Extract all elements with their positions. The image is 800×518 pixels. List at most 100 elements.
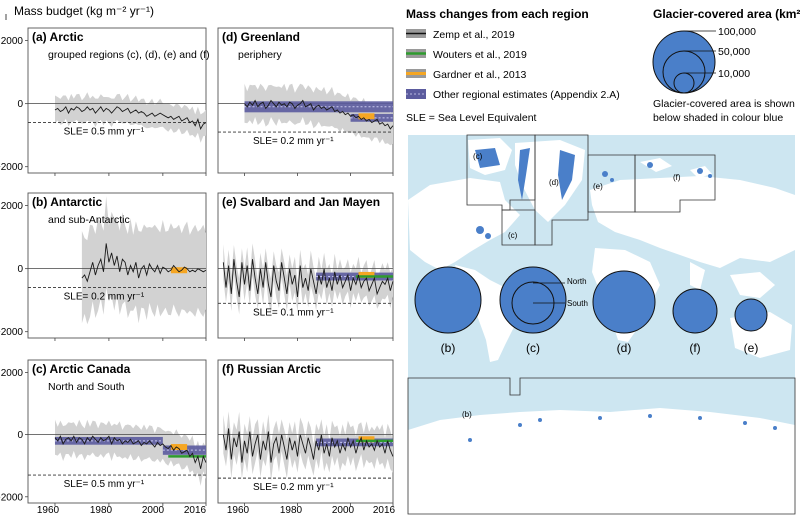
region-labels: (c) (d) (e) (f) (c) (b) [462,152,681,419]
chart-panels: 2000 0 −2000 (a) Arctic grouped regions (c),… [0,27,394,506]
other-estimate-band [316,438,393,447]
y-tick-label: 0 [17,99,23,110]
region-box-f [634,154,716,213]
region-label: (c) [508,231,518,240]
circle-label: (b) [441,341,456,355]
y-tick-label: 2000 [1,36,24,47]
sle-label: SLE= 0.2 mm yr⁻¹ [253,482,334,493]
legend-entry-wouters: Wouters et al., 2019 [406,49,527,61]
x-axis-ticks-right: 1960 1980 2000 2016 [227,505,396,516]
legend-title: Mass changes from each region [406,7,589,21]
x-tick-label: 1980 [280,505,303,516]
legend-entry-gardner: Gardner et al., 2013 [406,69,527,81]
panel-subtitle: and sub-Antarctic [48,214,130,226]
other-estimate-band [244,101,393,113]
area-note: below shaded in colour blue [653,112,783,124]
legend-label: Wouters et al., 2019 [433,49,527,61]
area-value: 10,000 [718,68,750,80]
x-tick-label: 2000 [142,505,165,516]
legend-label: Other regional estimates (Appendix 2.A) [433,89,620,101]
area-circle-b [414,266,482,334]
legend-entry-other: Other regional estimates (Appendix 2.A) [406,89,620,101]
other-estimate-band [316,272,393,281]
sle-label: SLE= 0.5 mm yr⁻¹ [64,127,145,138]
region-box-b [407,377,796,515]
panel-title: (d) Greenland [222,30,300,44]
circle-label: (f) [689,341,700,355]
glacier-patches [468,148,777,442]
y-axis-label-group: Mass budget (kg m⁻² yr⁻¹) [5,4,154,20]
uncertainty-band [244,83,393,146]
panel-subtitle: grouped regions (c), (d), (e) and (f) [48,49,210,61]
region-label: (d) [549,178,559,187]
circle-labels: (b) (c) (d) (f) (e) [441,341,759,355]
zemp-series-line [54,435,207,469]
area-circle-f [672,288,718,334]
circle-pointer-lines [533,282,565,304]
area-value: 100,000 [718,26,756,38]
panel-e: (e) Svalbard and Jan Mayen SLE= 0.1 mm yr… [217,192,394,341]
sle-label: SLE= 0.5 mm yr⁻¹ [64,479,145,490]
region-label: (c) [473,152,483,161]
gardner-estimate [170,444,188,451]
panel-a: 2000 0 −2000 (a) Arctic grouped regions (c),… [0,27,210,176]
north-label: North [567,277,587,286]
x-tick-label: 1960 [227,505,250,516]
region-outlines [407,134,796,515]
zemp-series-line [244,99,394,130]
panel-subtitle: North and South [48,381,125,393]
y-tick-label: −2000 [0,327,23,338]
gardner-estimate [358,271,375,278]
gardner-estimate [358,436,375,443]
y-tick-label: −2000 [0,162,23,173]
region-label: (f) [673,173,681,182]
gardner-estimate [170,267,188,274]
region-box-c-south [501,209,536,246]
y-tick-label: 0 [17,430,23,441]
uncertainty-band [223,243,393,315]
y-tick-label: 2000 [1,368,24,379]
zemp-series-line [222,428,394,463]
circle-label: (c) [526,341,540,355]
region-label: (e) [593,182,603,191]
area-circle-e [734,298,768,332]
zemp-series-line [54,105,207,131]
x-tick-label: 2000 [332,505,355,516]
area-circle-d [592,270,656,334]
y-tick-label: 2000 [1,201,24,212]
uncertainty-band [55,92,206,143]
x-axis-ticks-left: 1960 1980 2000 2016 [37,505,207,516]
y-tick-label: 0 [17,264,23,275]
world-map: (c) (d) (e) (f) (c) (b) North South (b) … [407,134,796,515]
panel-title: (c) Arctic Canada [32,362,131,376]
panel-f: (f) Russian Arctic SLE= 0.2 mm yr⁻¹ [217,359,394,506]
south-label: South [567,299,588,308]
sle-label: SLE= 0.2 mm yr⁻¹ [64,292,145,303]
panel-b: 2000 0 −2000 (b) Antarctic and sub-Antarctic… [0,192,207,341]
panel-title: (e) Svalbard and Jan Mayen [222,195,380,209]
x-tick-label: 2016 [373,505,396,516]
panel-title: (b) Antarctic [32,195,103,209]
x-tick-label: 1960 [37,505,60,516]
panel-d: (d) Greenland periphery SLE= 0.2 mm yr⁻¹ [217,27,394,176]
legend: Mass changes from each region Zemp et al… [406,7,620,124]
area-circles [414,266,768,334]
legend-entry-zemp: Zemp et al., 2019 [406,29,515,41]
area-legend-title: Glacier-covered area (km²) [653,7,800,21]
panel-title: (a) Arctic [32,30,84,44]
sle-note: SLE = Sea Level Equivalent [406,112,537,124]
panel-title: (f) Russian Arctic [222,362,321,376]
sle-label: SLE= 0.2 mm yr⁻¹ [253,136,334,147]
legend-label: Zemp et al., 2019 [433,29,515,41]
area-value: 50,000 [718,46,750,58]
region-label: (b) [462,410,472,419]
y-tick-label: −2000 [0,492,23,503]
zemp-series-line [222,259,394,298]
panel-subtitle: periphery [238,49,283,61]
y-axis-label: Mass budget (kg m⁻² yr⁻¹) [14,4,154,18]
gardner-estimate [358,113,375,120]
area-note: Glacier-covered area is shown [653,98,795,110]
circle-label: (e) [744,341,759,355]
x-tick-label: 1980 [90,505,113,516]
